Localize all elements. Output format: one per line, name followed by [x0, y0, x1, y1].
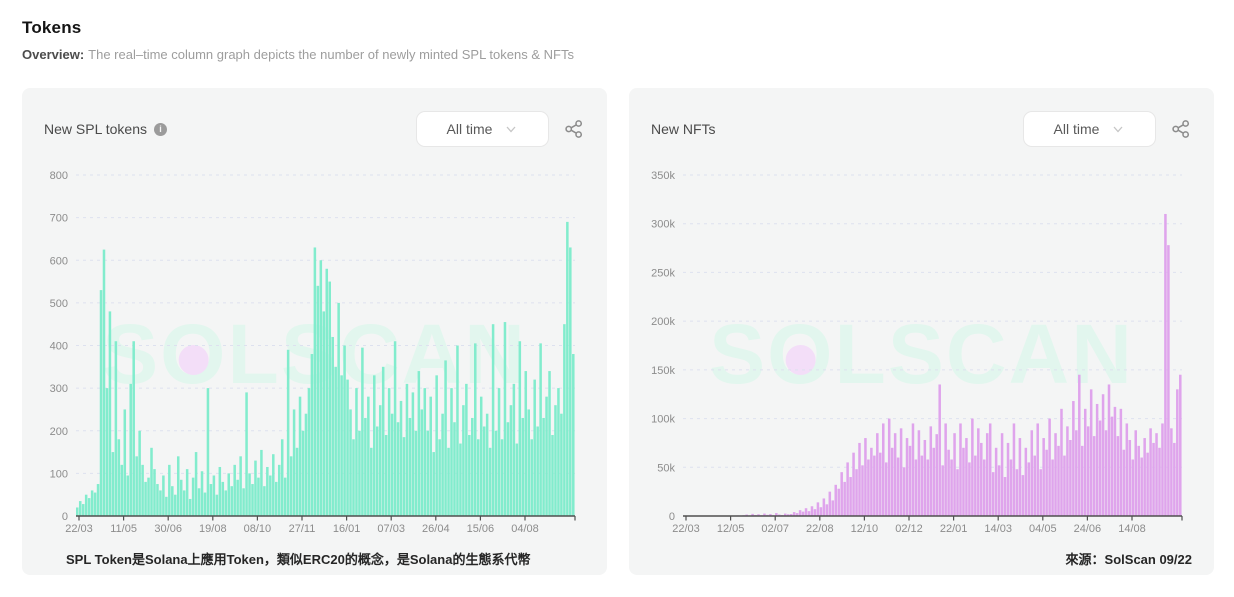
svg-text:300: 300	[50, 383, 68, 395]
nft-card-title: New NFTs	[651, 121, 716, 137]
overview-label: Overview:	[22, 47, 85, 62]
svg-text:26/04: 26/04	[422, 523, 450, 535]
svg-text:22/01: 22/01	[940, 523, 968, 535]
svg-text:16/01: 16/01	[333, 523, 361, 535]
svg-text:50k: 50k	[657, 462, 675, 474]
svg-text:08/10: 08/10	[244, 523, 272, 535]
svg-text:12/05: 12/05	[717, 523, 745, 535]
svg-text:15/06: 15/06	[467, 523, 495, 535]
nft-card-header: New NFTs All time	[651, 88, 1192, 158]
svg-text:600: 600	[50, 255, 68, 267]
svg-text:800: 800	[50, 170, 68, 182]
svg-text:100k: 100k	[651, 414, 675, 426]
nfts-bar-chart[interactable]: 0 50k 100k 150k 200k 250k 300k 350k 22/03 12/05 02…	[651, 158, 1192, 550]
svg-text:02/12: 02/12	[895, 523, 923, 535]
svg-text:24/06: 24/06	[1074, 523, 1102, 535]
nft-card-title-text: New NFTs	[651, 121, 716, 137]
svg-text:22/03: 22/03	[65, 523, 93, 535]
tick-labels: 0 100 200 300 400 500 600 700 800 22/03 11/05 30/06…	[50, 170, 539, 535]
axis	[76, 515, 576, 521]
page-title: Tokens	[22, 18, 82, 37]
spl-range-select[interactable]: All time	[416, 111, 549, 147]
svg-text:14/03: 14/03	[984, 523, 1012, 535]
tick-labels: 0 50k 100k 150k 200k 250k 300k 350k 22/03 12/05 02…	[651, 170, 1146, 535]
svg-text:27/11: 27/11	[289, 523, 316, 535]
svg-text:22/03: 22/03	[672, 523, 700, 535]
svg-text:12/10: 12/10	[851, 523, 879, 535]
svg-text:14/08: 14/08	[1118, 523, 1146, 535]
bars-group	[685, 213, 1182, 517]
svg-text:0: 0	[669, 511, 675, 523]
svg-text:700: 700	[50, 213, 68, 225]
share-icon[interactable]	[1170, 118, 1192, 140]
spl-card-header: New SPL tokens i All time	[44, 88, 585, 158]
svg-text:100: 100	[50, 468, 68, 480]
page-overview: Overview: The real–time column graph depi…	[22, 47, 574, 62]
axis	[683, 515, 1183, 521]
page-header: Tokens Overview: The real–time column gra…	[22, 18, 574, 62]
svg-text:02/07: 02/07	[761, 523, 789, 535]
overview-text: The real–time column graph depicts the n…	[88, 47, 574, 62]
svg-text:500: 500	[50, 298, 68, 310]
nft-range-select-value: All time	[1053, 121, 1100, 137]
gridlines	[683, 174, 1182, 468]
svg-text:04/05: 04/05	[1029, 523, 1057, 535]
info-icon[interactable]: i	[153, 122, 167, 136]
svg-text:19/08: 19/08	[199, 523, 227, 535]
spl-range-select-value: All time	[446, 121, 493, 137]
svg-text:30/06: 30/06	[154, 523, 182, 535]
svg-text:11/05: 11/05	[110, 523, 137, 535]
spl-card-title: New SPL tokens i	[44, 121, 167, 137]
svg-text:350k: 350k	[651, 170, 675, 182]
svg-text:0: 0	[62, 511, 68, 523]
chevron-down-icon	[504, 122, 518, 136]
svg-text:200k: 200k	[651, 316, 675, 328]
svg-text:300k: 300k	[651, 219, 675, 231]
spl-footnote: SPL Token是Solana上應用Token，類似ERC20的概念，是Sol…	[66, 552, 531, 567]
share-icon[interactable]	[563, 118, 585, 140]
svg-text:250k: 250k	[651, 267, 675, 279]
nft-source-note: 來源：SolScan 09/22	[1065, 552, 1192, 567]
spl-tokens-bar-chart[interactable]: 0 100 200 300 400 500 600 700 800 22/03 11/05 30/06…	[44, 158, 585, 550]
svg-text:400: 400	[50, 341, 68, 353]
nft-range-select[interactable]: All time	[1023, 111, 1156, 147]
svg-text:200: 200	[50, 426, 68, 438]
svg-text:150k: 150k	[651, 365, 675, 377]
chevron-down-icon	[1111, 122, 1125, 136]
svg-text:22/08: 22/08	[806, 523, 834, 535]
svg-text:04/08: 04/08	[511, 523, 539, 535]
spl-card-title-text: New SPL tokens	[44, 121, 147, 137]
svg-text:07/03: 07/03	[377, 523, 405, 535]
bars-group	[76, 221, 575, 516]
